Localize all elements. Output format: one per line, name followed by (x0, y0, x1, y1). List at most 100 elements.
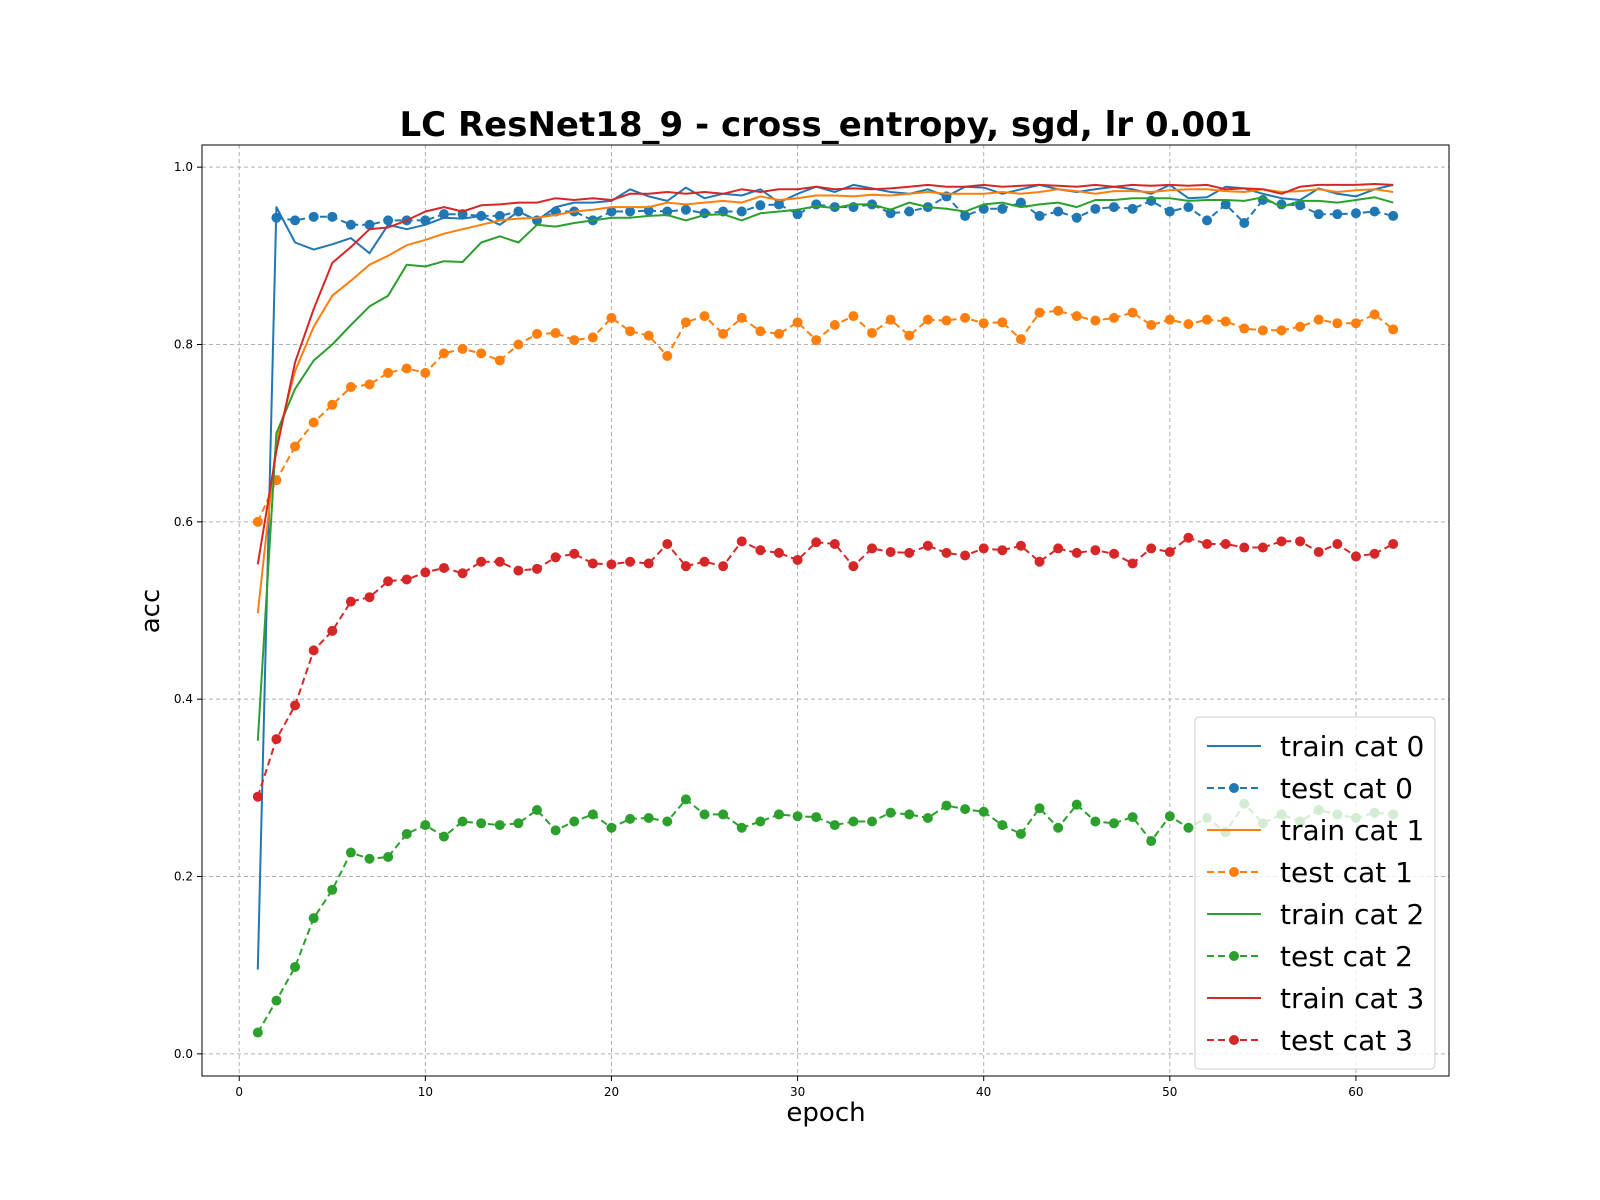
legend-marker-test-cat-2 (1229, 951, 1239, 961)
data-point-test-cat-0 (290, 215, 301, 226)
data-point-test-cat-0 (271, 212, 282, 223)
data-point-test-cat-2 (941, 800, 952, 811)
data-point-test-cat-2 (643, 812, 654, 823)
data-point-test-cat-2 (532, 805, 543, 815)
data-point-test-cat-3 (1350, 551, 1361, 562)
data-point-test-cat-3 (736, 536, 747, 547)
data-point-test-cat-3 (364, 592, 375, 603)
data-point-test-cat-2 (252, 1027, 263, 1038)
data-point-test-cat-3 (1108, 548, 1119, 559)
data-point-test-cat-0 (1313, 209, 1324, 220)
data-point-test-cat-1 (680, 317, 691, 328)
data-point-test-cat-3 (1369, 548, 1380, 559)
data-point-test-cat-0 (1015, 197, 1026, 208)
data-point-test-cat-2 (587, 809, 598, 820)
data-point-test-cat-3 (662, 539, 673, 549)
data-point-test-cat-1 (1071, 311, 1082, 322)
data-point-test-cat-1 (736, 312, 747, 323)
data-point-test-cat-2 (550, 825, 561, 836)
data-point-test-cat-3 (904, 547, 915, 558)
data-point-test-cat-2 (792, 811, 803, 822)
data-point-test-cat-3 (476, 556, 487, 567)
legend-label-train-cat-2: train cat 2 (1280, 898, 1424, 931)
data-point-test-cat-1 (699, 311, 710, 322)
data-point-test-cat-0 (885, 208, 896, 219)
series-train-cat-2 (256, 196, 1394, 741)
data-point-test-cat-1 (773, 328, 784, 339)
data-point-test-cat-1 (643, 330, 654, 341)
data-point-test-cat-0 (1183, 202, 1194, 213)
data-point-test-cat-1 (1257, 325, 1268, 336)
y-tick-label: 0.4 (174, 692, 193, 706)
data-point-test-cat-3 (252, 791, 263, 802)
data-point-test-cat-3 (1202, 539, 1213, 549)
data-point-test-cat-1 (718, 328, 729, 339)
series-line-train-cat-3 (256, 183, 1394, 565)
x-tick-label: 40 (976, 1085, 991, 1099)
x-axis-label: epoch (786, 1098, 865, 1128)
data-point-test-cat-3 (1220, 539, 1231, 549)
data-point-test-cat-1 (867, 327, 878, 338)
data-point-test-cat-2 (736, 822, 747, 833)
data-point-test-cat-2 (1090, 816, 1101, 827)
data-point-test-cat-2 (457, 816, 468, 827)
data-point-test-cat-3 (457, 568, 468, 579)
data-point-test-cat-0 (811, 199, 822, 210)
data-point-test-cat-3 (308, 645, 319, 656)
data-point-test-cat-2 (383, 851, 394, 862)
legend-label-test-cat-2: test cat 2 (1280, 940, 1413, 973)
series-test-cat-3 (252, 532, 1399, 802)
data-point-test-cat-1 (1146, 319, 1157, 330)
data-point-test-cat-2 (1127, 812, 1138, 823)
legend-box (1194, 716, 1436, 1070)
data-point-test-cat-2 (364, 853, 375, 864)
data-point-test-cat-1 (1164, 314, 1175, 325)
data-point-test-cat-0 (438, 209, 449, 220)
data-point-test-cat-2 (904, 809, 915, 820)
y-tick-label: 0.2 (174, 870, 193, 884)
legend-label-test-cat-0: test cat 0 (1280, 772, 1413, 805)
data-point-test-cat-1 (1015, 334, 1026, 345)
data-point-test-cat-3 (960, 550, 971, 561)
legend: train cat 0 test cat 0 train cat 1 test cat… (1194, 716, 1436, 1070)
data-point-test-cat-1 (401, 363, 412, 374)
data-point-test-cat-1 (513, 339, 524, 350)
data-point-test-cat-0 (1388, 210, 1399, 221)
chart-title: LC ResNet18_9 - cross_entropy, sgd, lr 0… (400, 105, 1253, 145)
data-point-test-cat-0 (1071, 212, 1082, 223)
data-point-test-cat-3 (1090, 545, 1101, 556)
data-point-test-cat-2 (960, 804, 971, 815)
data-point-test-cat-3 (1146, 543, 1157, 554)
data-point-test-cat-0 (1295, 200, 1306, 211)
data-point-test-cat-1 (941, 315, 952, 326)
data-point-test-cat-2 (885, 807, 896, 818)
data-point-test-cat-3 (1332, 539, 1343, 549)
data-point-test-cat-2 (420, 820, 431, 831)
data-point-test-cat-1 (997, 317, 1008, 328)
data-point-test-cat-0 (736, 206, 747, 217)
data-point-test-cat-3 (922, 540, 933, 551)
data-point-test-cat-0 (1239, 218, 1250, 229)
y-tick-label: 0.0 (174, 1047, 193, 1061)
data-point-test-cat-0 (1332, 209, 1343, 220)
data-point-test-cat-2 (699, 809, 710, 820)
data-point-test-cat-2 (1164, 811, 1175, 822)
data-point-test-cat-1 (755, 326, 766, 337)
data-point-test-cat-1 (457, 343, 468, 354)
data-point-test-cat-0 (792, 209, 803, 220)
data-point-test-cat-1 (1239, 323, 1250, 334)
data-point-test-cat-3 (997, 545, 1008, 556)
data-point-test-cat-3 (290, 700, 301, 711)
data-point-test-cat-3 (829, 539, 840, 549)
data-point-test-cat-3 (699, 556, 710, 567)
data-point-test-cat-1 (1332, 318, 1343, 329)
y-axis-label: acc (136, 589, 166, 634)
data-point-test-cat-1 (811, 335, 822, 346)
data-point-test-cat-3 (327, 625, 338, 636)
x-tick-label: 10 (418, 1085, 433, 1099)
data-point-test-cat-2 (997, 820, 1008, 831)
data-point-test-cat-3 (271, 734, 282, 745)
data-point-test-cat-3 (550, 552, 561, 563)
data-point-test-cat-0 (1053, 206, 1064, 217)
